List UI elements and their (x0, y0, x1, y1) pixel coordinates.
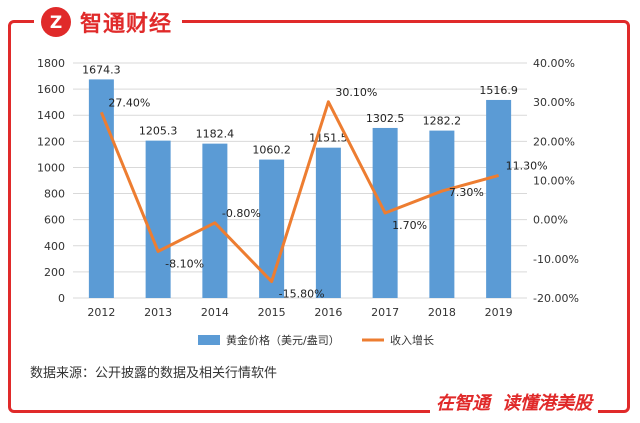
left-axis-tick-label: 1400 (37, 109, 65, 122)
x-axis-tick-label: 2019 (485, 306, 513, 319)
legend-label: 黄金价格（美元/盎司） (226, 333, 340, 347)
legend-swatch-bar (198, 335, 220, 345)
legend-label: 收入增长 (390, 333, 434, 347)
left-axis-tick-label: 1000 (37, 161, 65, 174)
line-data-label: 27.40% (108, 96, 150, 109)
bar (202, 143, 228, 298)
line-data-label: 11.30% (506, 159, 548, 172)
left-axis-tick-label: 1200 (37, 135, 65, 148)
footer-slogan: 在智通 读懂港美股 (430, 387, 598, 417)
x-axis-tick-label: 2015 (258, 306, 286, 319)
chart-frame (8, 20, 630, 413)
left-axis-tick-label: 400 (44, 240, 65, 253)
data-source-note: 数据来源：公开披露的数据及相关行情软件 (30, 366, 278, 381)
right-axis-tick-label: -10.00% (533, 253, 579, 266)
bar (486, 99, 512, 298)
brand-name: 智通财经 (80, 12, 173, 37)
x-axis-tick-label: 2013 (144, 306, 172, 319)
left-axis-tick-label: 1800 (37, 57, 65, 70)
brand-logo-icon: Z (41, 7, 71, 37)
x-axis-tick-label: 2016 (314, 306, 342, 319)
bar (145, 140, 171, 298)
bar-data-label: 1302.5 (366, 112, 405, 125)
bar-data-label: 1516.9 (479, 84, 518, 97)
brand-header: Z 智通财经 (34, 4, 183, 40)
right-axis-tick-label: 10.00% (533, 175, 575, 188)
line-data-label: 30.10% (335, 86, 377, 99)
line-data-label: 1.70% (392, 219, 427, 232)
line-data-label: 7.30% (449, 186, 484, 199)
bar-data-label: 1674.3 (82, 63, 121, 76)
left-axis-tick-label: 800 (44, 188, 65, 201)
svg-text:Z: Z (50, 13, 62, 33)
bar (315, 147, 341, 298)
line-data-label: -0.80% (222, 207, 261, 220)
x-axis-tick-label: 2017 (371, 306, 399, 319)
right-axis-tick-label: -20.00% (533, 292, 579, 305)
x-axis-tick-label: 2012 (87, 306, 115, 319)
bar-data-label: 1282.2 (423, 115, 462, 128)
left-axis-tick-label: 1600 (37, 83, 65, 96)
bar-data-label: 1182.4 (196, 128, 235, 141)
line-data-label: -8.10% (165, 257, 204, 270)
right-axis-tick-label: 30.00% (533, 96, 575, 109)
bar (429, 130, 455, 298)
bar-data-label: 1205.3 (139, 125, 178, 138)
right-axis-tick-label: 40.00% (533, 57, 575, 70)
left-axis-tick-label: 200 (44, 266, 65, 279)
bar-data-label: 1060.2 (252, 144, 291, 157)
bar (88, 79, 114, 299)
growth-line (99, 100, 500, 284)
right-axis-tick-label: 20.00% (533, 135, 575, 148)
right-axis-tick-label: 0.00% (533, 214, 568, 227)
x-axis-tick-label: 2014 (201, 306, 229, 319)
left-axis-tick-label: 600 (44, 214, 65, 227)
line-data-label: -15.80% (279, 288, 325, 301)
footer-slogan-part2: 读懂港美股 (502, 393, 592, 414)
x-axis-tick-label: 2018 (428, 306, 456, 319)
left-axis-tick-label: 0 (58, 292, 65, 305)
footer-slogan-part1: 在智通 (436, 393, 490, 414)
